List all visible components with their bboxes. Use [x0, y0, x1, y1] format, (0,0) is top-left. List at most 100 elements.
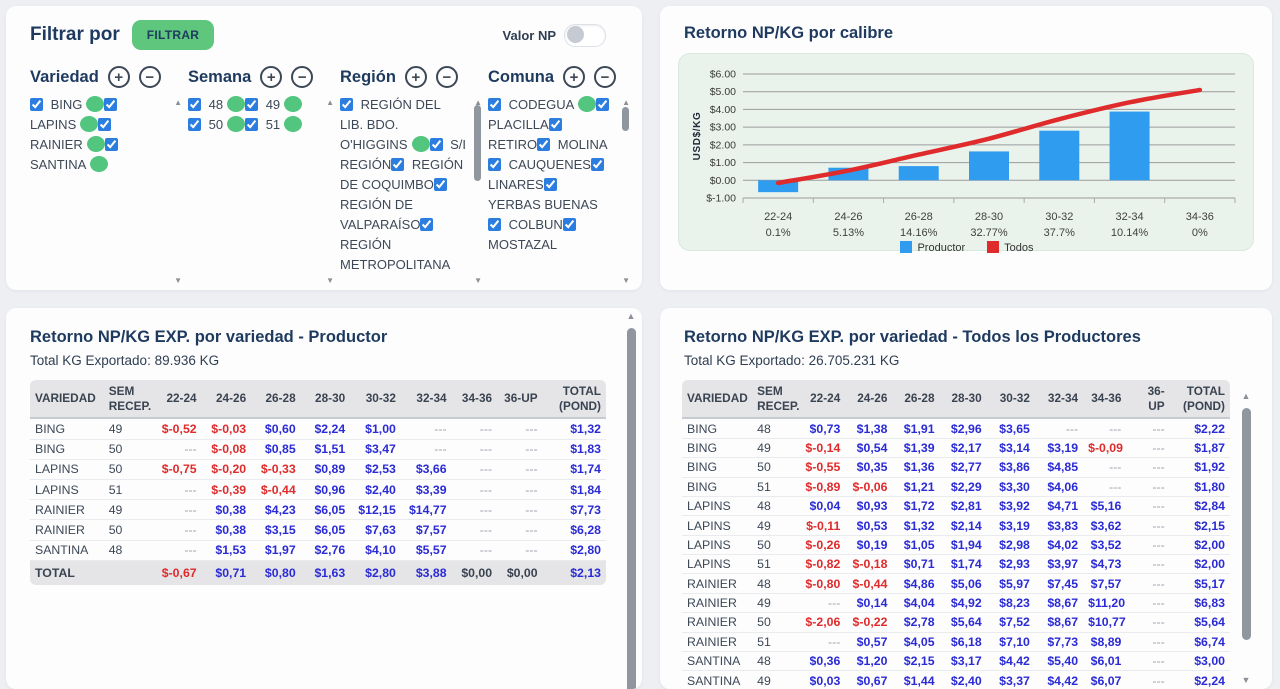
total-value-cell: $-0,67 — [152, 560, 202, 585]
variedad-cell: LAPINS — [682, 497, 753, 517]
checkbox-bing[interactable] — [30, 98, 43, 111]
scrollbar-thumb[interactable] — [627, 328, 636, 689]
filter-group-title: Región — [340, 67, 396, 86]
collapse-minus-icon[interactable]: − — [594, 66, 616, 88]
checkbox-51[interactable] — [245, 118, 259, 131]
value-cell: $12,15 — [350, 500, 401, 521]
scroll-up-icon[interactable]: ▲ — [622, 98, 630, 107]
checkbox-rainier[interactable] — [98, 118, 112, 131]
filter-option-label: REGIÓN DEL LIB. BDO. O'HIGGINS — [340, 97, 441, 152]
calibre-chart: $6.00 $5.00 $4.00 $3.00 $2.00 $1.00 $0.00 $-1.0… — [692, 69, 1236, 239]
scroll-down-icon[interactable]: ▼ — [474, 276, 482, 285]
checkbox-retiro[interactable] — [548, 118, 562, 131]
value-cell: $-0,39 — [201, 480, 252, 501]
todos-line[interactable] — [775, 87, 1203, 186]
value-cell: $7,73 — [1034, 633, 1084, 652]
checkbox-yerbas-buenas[interactable] — [543, 178, 557, 191]
checkbox-s-i-regio-n[interactable] — [429, 138, 443, 151]
column-header-34-36: 34-36 — [451, 380, 498, 420]
checkbox-48[interactable] — [188, 98, 201, 111]
checkbox-molina[interactable] — [537, 138, 551, 151]
green-dot-badge — [227, 96, 246, 112]
calibre-chart-panel: $6.00 $5.00 $4.00 $3.00 $2.00 $1.00 $0.00 $-1.0… — [678, 53, 1254, 254]
bar-30-32[interactable] — [1039, 130, 1080, 181]
total-value-cell: $3,88 — [400, 560, 452, 585]
total-value-cell: $2,13 — [542, 560, 606, 585]
scroll-down-icon[interactable]: ▼ — [1241, 675, 1251, 685]
filter-items: REGIÓN DEL LIB. BDO. O'HIGGINS S/I REGIÓ… — [340, 95, 466, 275]
productor-table-wrap: VARIEDAD SEM RECEP. 22-24 24-26 26-28 28-30 30-… — [30, 380, 606, 585]
value-cell: $4,05 — [892, 633, 940, 652]
expand-plus-icon[interactable]: + — [107, 66, 130, 88]
checkbox-cauquenes[interactable] — [488, 158, 501, 171]
variedad-cell: RAINIER — [682, 574, 753, 594]
filter-option-comuna-linares: LINARES — [488, 157, 608, 192]
expand-plus-icon[interactable]: + — [260, 66, 283, 88]
green-dot-badge — [86, 96, 105, 112]
scroll-up-icon[interactable]: ▲ — [174, 98, 182, 107]
scrollbar-thumb[interactable] — [1242, 408, 1251, 640]
value-cell: --- — [497, 460, 543, 481]
checkbox-regio-n-metropolitana[interactable] — [420, 218, 434, 231]
value-cell: --- — [451, 520, 498, 541]
value-cell: $0,57 — [845, 633, 893, 652]
value-cell: $3,00 — [1169, 652, 1230, 672]
scroll-down-icon[interactable]: ▼ — [174, 276, 182, 285]
filter-group-regio-n: Región + − REGIÓN DEL LIB. BDO. O'HIGGINS … — [340, 66, 482, 287]
value-cell: --- — [1083, 419, 1127, 439]
value-cell: $2,40 — [940, 671, 987, 689]
x-percent-label: 0.1% — [766, 227, 791, 236]
table-row: LAPINS 48 $0,04 $0,93 $1,72 $2,81 $3,92 $4,71 $5… — [682, 497, 1230, 517]
scroll-up-icon[interactable]: ▲ — [474, 98, 482, 107]
table-row: BING 51 $-0,89 $-0,06 $1,21 $2,29 $3,30 $4,06 --… — [682, 478, 1230, 497]
column-header-36-up: 36-UP — [497, 380, 543, 420]
checkbox-linares[interactable] — [590, 158, 604, 171]
value-cell: --- — [798, 633, 846, 652]
value-cell: $2,98 — [986, 536, 1035, 556]
value-cell: $2,15 — [1169, 516, 1230, 536]
scrollbar-thumb[interactable] — [622, 106, 629, 132]
value-cell: $1,44 — [892, 671, 939, 689]
filter-option-comuna-retiro: RETIRO — [488, 117, 566, 152]
collapse-minus-icon[interactable]: − — [291, 66, 314, 88]
filtrar-button[interactable]: FILTRAR — [131, 20, 215, 50]
filter-group-comuna: Comuna + − CODEGUA PLACILLA RETIRO MOLINA … — [488, 66, 630, 287]
bar-32-34[interactable] — [1109, 111, 1150, 181]
checkbox-regio-n-de-valparai-so[interactable] — [433, 178, 447, 191]
filter-option-comuna-codegua: CODEGUA — [488, 96, 597, 112]
checkbox-mostazal[interactable] — [562, 218, 576, 231]
checkbox-regio-n-de-coquimbo[interactable] — [391, 158, 405, 171]
value-cell: $11,20 — [1083, 594, 1127, 614]
value-cell: --- — [497, 541, 543, 561]
scrollbar-thumb[interactable] — [474, 104, 481, 182]
expand-plus-icon[interactable]: + — [563, 66, 585, 88]
bar-22-24[interactable] — [758, 180, 799, 193]
value-cell: $14,77 — [400, 500, 452, 521]
checkbox-49[interactable] — [245, 98, 259, 111]
checkbox-placilla[interactable] — [596, 98, 610, 111]
scroll-up-icon[interactable]: ▲ — [326, 98, 334, 107]
expand-plus-icon[interactable]: + — [404, 66, 427, 88]
collapse-minus-icon[interactable]: − — [435, 66, 458, 88]
scroll-down-icon[interactable]: ▼ — [622, 276, 630, 285]
scroll-up-icon[interactable]: ▲ — [1241, 391, 1251, 401]
chart-legend: Productor Todos — [687, 241, 1247, 254]
checkbox-lapins[interactable] — [104, 98, 118, 111]
filter-option-regio-n-regio-n-metropolitana: REGIÓN METROPOLITANA — [340, 217, 450, 272]
scroll-down-icon[interactable]: ▼ — [326, 276, 334, 285]
checkbox-regio-n-del-lib-bdo-o-higgins[interactable] — [340, 98, 353, 111]
checkbox-santina[interactable] — [104, 138, 118, 151]
value-cell: $-0,20 — [201, 460, 252, 481]
variedad-cell: LAPINS — [30, 480, 104, 501]
column-header-22-24: 22-24 — [152, 380, 202, 420]
valor-np-toggle[interactable] — [564, 23, 606, 47]
bar-28-30[interactable] — [969, 151, 1009, 181]
collapse-minus-icon[interactable]: − — [138, 66, 161, 88]
bar-26-28[interactable] — [898, 166, 939, 181]
checkbox-colbun[interactable] — [488, 218, 501, 231]
checkbox-50[interactable] — [188, 118, 201, 131]
value-cell: $2,00 — [1169, 536, 1230, 556]
scroll-up-icon[interactable]: ▲ — [626, 311, 636, 321]
table-row: SANTINA 49 $0,03 $0,67 $1,44 $2,40 $3,37 $4,42 $… — [682, 671, 1230, 689]
checkbox-codegua[interactable] — [488, 98, 501, 111]
